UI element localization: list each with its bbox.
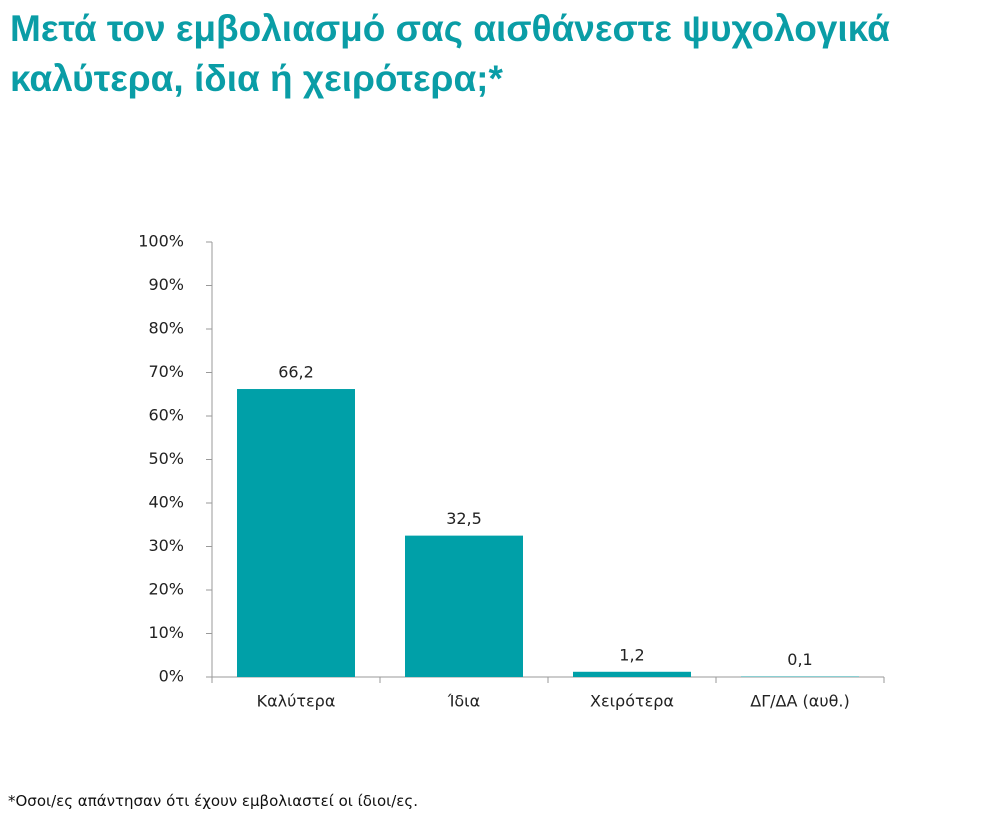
y-tick-label: 70% <box>148 362 184 381</box>
value-label: 66,2 <box>278 363 314 382</box>
footnote: *Οσοι/ες απάντησαν ότι έχουν εμβολιαστεί… <box>8 792 418 810</box>
y-tick-label: 50% <box>148 449 184 468</box>
x-tick-label: Ίδια <box>447 692 480 711</box>
x-tick-label: ΔΓ/ΔΑ (αυθ.) <box>750 692 849 711</box>
value-label: 32,5 <box>446 509 482 528</box>
chart: 0% 10% 20% 30% 40% 50% 60% 70% 80% 90% 100% Καλύτερ… <box>138 232 885 711</box>
y-tick-label: 10% <box>148 623 184 642</box>
y-tick-label: 100% <box>138 232 184 251</box>
x-tick-label: Χειρότερα <box>590 692 674 711</box>
bar <box>573 671 691 677</box>
x-tick-label: Καλύτερα <box>257 692 336 711</box>
value-label: 0,1 <box>787 650 812 669</box>
bar <box>405 535 523 677</box>
y-tick-label: 80% <box>148 319 184 338</box>
y-tick-label: 60% <box>148 406 184 425</box>
y-tick-label: 20% <box>148 580 184 599</box>
y-tick-label: 90% <box>148 275 184 294</box>
bar <box>237 389 355 677</box>
chart-title: Μετά τον εμβολιασμό σας αισθάνεστε ψυχολ… <box>10 8 890 99</box>
y-tick-label: 0% <box>159 667 184 686</box>
value-label: 1,2 <box>619 645 644 664</box>
y-tick-label: 30% <box>148 536 184 555</box>
y-tick-label: 40% <box>148 493 184 512</box>
